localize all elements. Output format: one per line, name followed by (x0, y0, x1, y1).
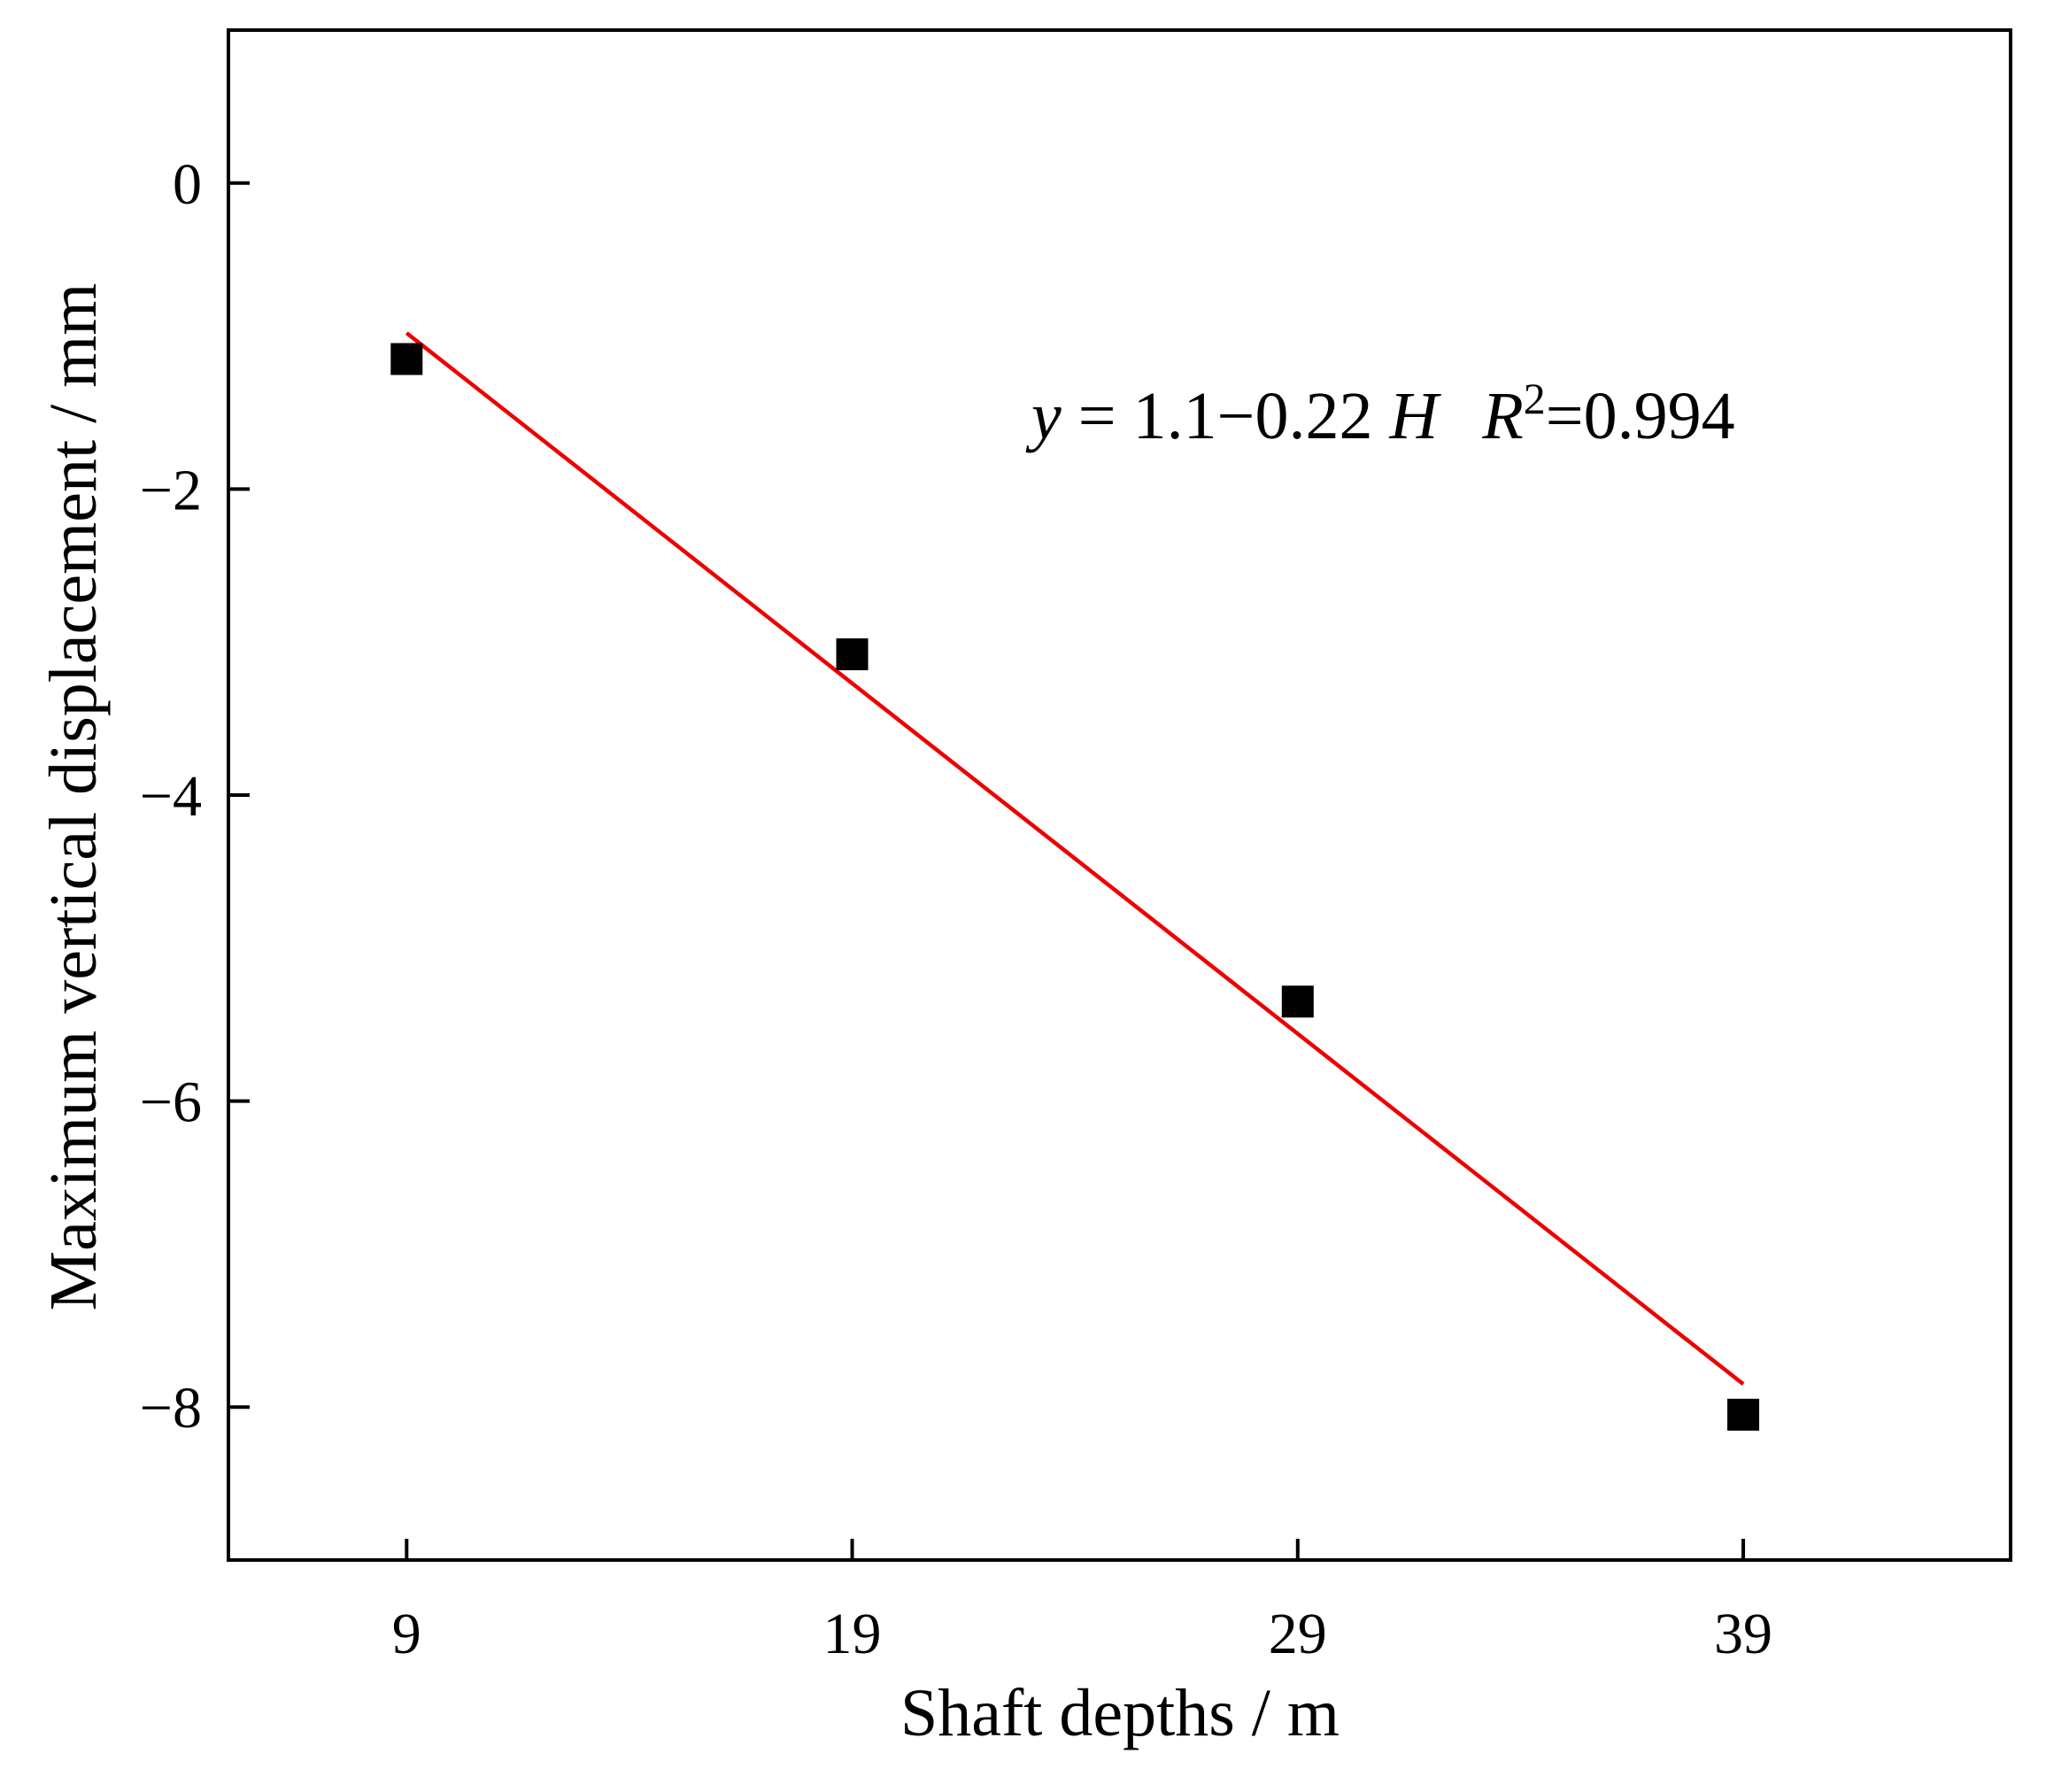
data-point (1727, 1398, 1760, 1431)
data-points (390, 343, 1760, 1431)
equation-coefficients: = 1.1−0.22 (1062, 379, 1390, 453)
data-point (390, 343, 423, 375)
r-squared-superscript: 2 (1524, 374, 1546, 423)
y-tick-label: −2 (140, 458, 202, 522)
plot-frame (227, 28, 2012, 1562)
regression-equation: y = 1.1−0.22 H R2=0.994 (1025, 374, 1735, 453)
equation-y-variable: y (1025, 379, 1062, 453)
y-tick-label: 0 (173, 152, 202, 217)
x-tick-label: 19 (823, 1602, 882, 1666)
regression-line (405, 331, 1745, 1386)
fit-line-group (405, 331, 1745, 1386)
y-tick-label: −4 (140, 764, 202, 829)
y-tick-label: −8 (140, 1376, 202, 1441)
y-axis: 0 −2 −4 −6 −8 (140, 152, 250, 1441)
data-point (1281, 985, 1314, 1018)
r-squared-value: =0.994 (1546, 379, 1735, 453)
x-axis-label: Shaft depths / m (900, 1676, 1340, 1750)
r-squared-variable: R (1481, 379, 1523, 453)
y-tick-label: −6 (140, 1070, 202, 1135)
x-tick-label: 29 (1269, 1602, 1327, 1666)
y-axis-label: Maximum vertical displacement / mm (36, 283, 111, 1311)
x-tick-label: 9 (392, 1602, 421, 1666)
x-axis: 9 19 29 39 (392, 1539, 1772, 1666)
x-tick-label: 39 (1714, 1602, 1772, 1666)
equation-h-variable: H (1388, 379, 1441, 453)
data-point (836, 638, 869, 671)
